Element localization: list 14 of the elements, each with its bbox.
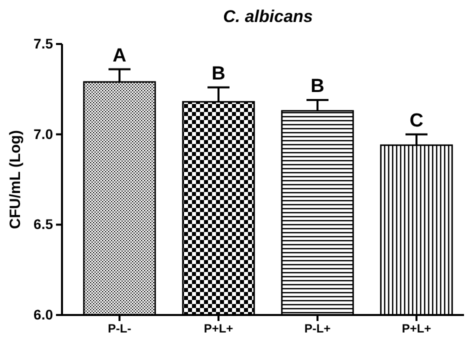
annotation: C (410, 110, 424, 132)
y-tick-label: 7.5 (34, 35, 54, 52)
x-tick-label: P-L+ (304, 322, 331, 336)
annotation: B (212, 63, 226, 84)
x-tick-label: P+L+ (402, 322, 432, 336)
chart-title: C. albicans (223, 7, 313, 26)
x-tick-label: P+L+ (204, 322, 234, 336)
x-tick-label: P-L- (108, 322, 132, 336)
y-tick-label: 7.0 (34, 126, 54, 142)
y-tick-label: 6.5 (34, 216, 54, 232)
y-tick-label: 6.0 (34, 306, 54, 322)
annotation: B (310, 76, 324, 98)
y-axis-title: CFU/mL (Log) (7, 130, 24, 229)
annotation: A (112, 45, 127, 66)
